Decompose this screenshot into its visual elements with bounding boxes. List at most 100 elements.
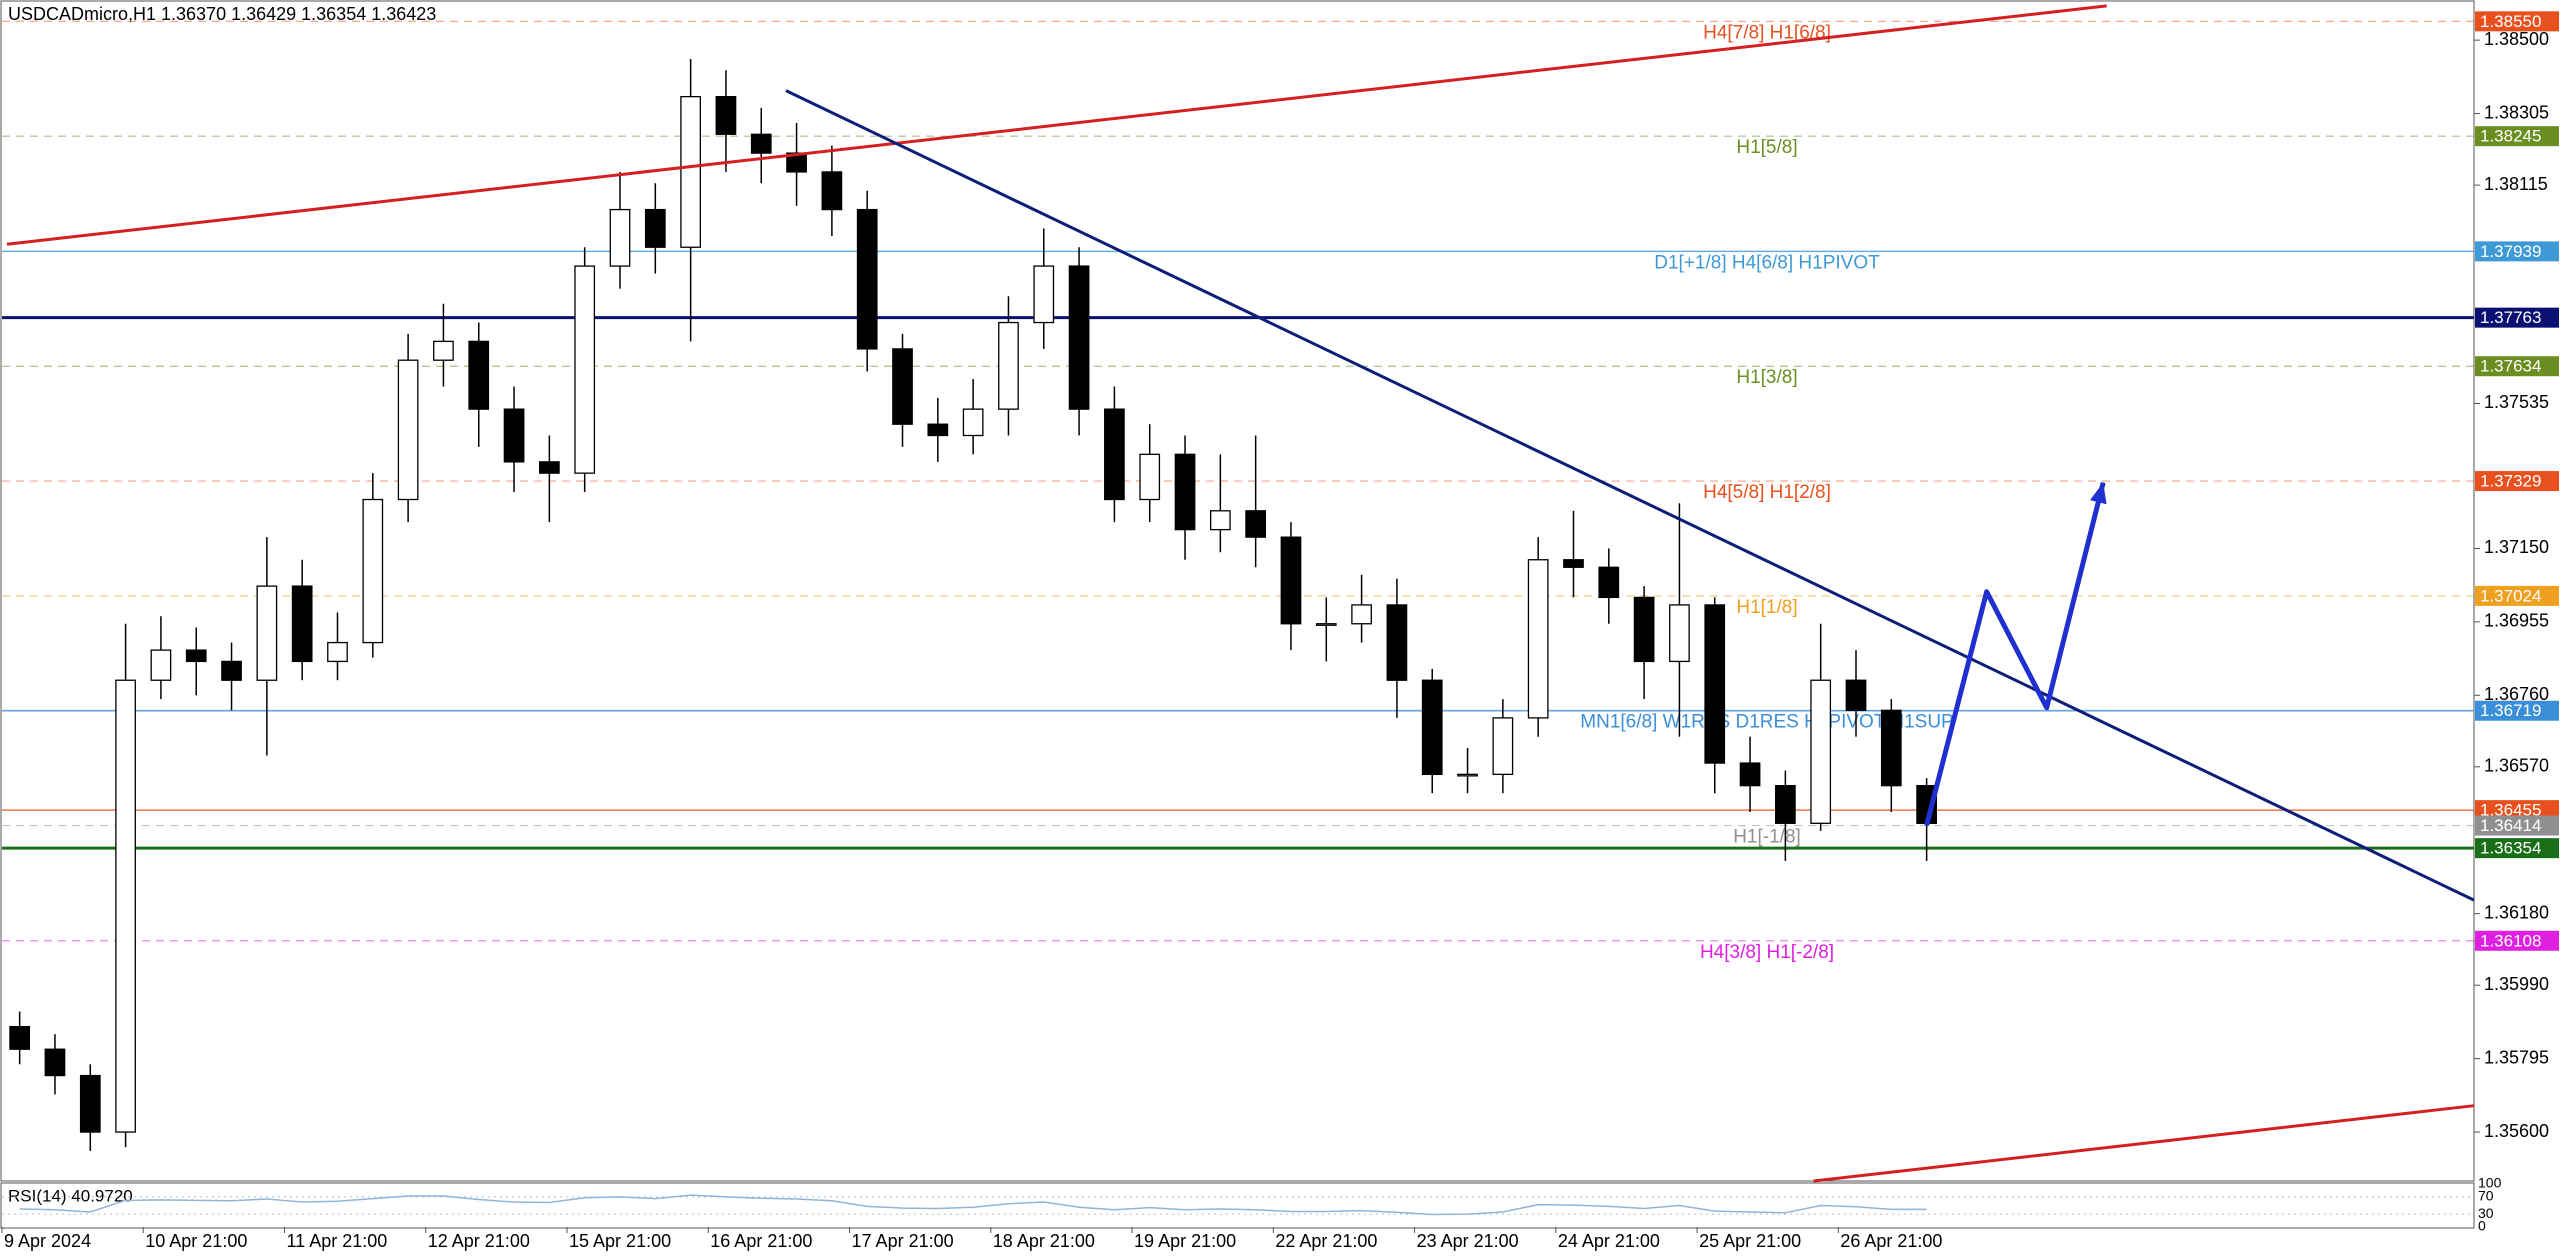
candle-body	[962, 408, 984, 437]
rsi-line	[19, 1194, 1927, 1216]
candle-body	[1880, 709, 1902, 787]
price-label: 1.36354	[2480, 839, 2541, 858]
candle-body	[680, 95, 701, 248]
candle-body	[1104, 408, 1125, 501]
x-tick-label: 15 Apr 21:00	[569, 1231, 671, 1251]
candle-body	[79, 1074, 101, 1133]
candle-body	[892, 348, 913, 425]
candle-body	[1457, 773, 1478, 777]
y-tick-label: 1.38500	[2484, 29, 2549, 49]
price-label: 1.36455	[2480, 801, 2541, 820]
price-label: 1.36414	[2480, 816, 2541, 835]
candle-body	[9, 1025, 31, 1050]
price-label: 1.37634	[2480, 357, 2541, 376]
candle-body	[927, 423, 949, 437]
price-label: 1.38550	[2480, 12, 2541, 31]
candle-body	[1351, 604, 1372, 625]
x-tick-label: 16 Apr 21:00	[710, 1231, 812, 1251]
x-tick-label: 10 Apr 21:00	[145, 1231, 247, 1251]
level-text: H4[7/8] H1[6/8]	[1703, 22, 1831, 43]
price-label: 1.37939	[2480, 242, 2541, 261]
y-tick-label: 1.35600	[2484, 1121, 2549, 1141]
level-text: H1[1/8]	[1736, 597, 1797, 618]
x-tick-label: 9 Apr 2024	[4, 1231, 91, 1251]
candle-body	[715, 95, 737, 135]
price-label-box	[2475, 700, 2559, 721]
candle-body	[1810, 679, 1832, 824]
x-tick-label: 26 Apr 21:00	[1840, 1231, 1942, 1251]
price-label-box	[2475, 126, 2559, 147]
chart-title: USDCADmicro,H1 1.36370 1.36429 1.36354 1…	[8, 4, 436, 24]
candle-body	[856, 208, 878, 350]
candle-body	[433, 340, 454, 361]
y-tick-label: 1.37150	[2484, 537, 2549, 557]
candle-body	[539, 461, 560, 474]
candle-body	[609, 208, 631, 267]
candle-body	[1527, 559, 1549, 719]
candle-body	[750, 133, 772, 154]
arrow-head	[2089, 482, 2107, 505]
y-tick-label: 1.37535	[2484, 392, 2549, 412]
candle-body	[1669, 604, 1690, 663]
x-tick-label: 24 Apr 21:00	[1558, 1231, 1660, 1251]
candle-body	[644, 208, 666, 248]
candle-body	[1033, 265, 1055, 324]
rsi-tick-label: 70	[2478, 1188, 2494, 1204]
price-label-box	[2475, 838, 2559, 859]
candle-body	[1633, 596, 1655, 663]
candle-body	[362, 498, 384, 644]
rsi-panel	[0, 1182, 2475, 1229]
y-tick-label: 1.36955	[2484, 611, 2549, 631]
rsi-label: RSI(14) 40.9720	[8, 1186, 133, 1205]
price-label: 1.37024	[2480, 586, 2541, 605]
price-label: 1.37763	[2480, 308, 2541, 327]
price-label: 1.36719	[2480, 701, 2541, 720]
candle-body	[221, 660, 242, 681]
level-text: H1[-1/8]	[1733, 827, 1801, 848]
price-label-box	[2475, 356, 2559, 377]
candle-body	[998, 321, 1019, 410]
price-label-box	[2475, 241, 2559, 262]
candle-body	[1704, 604, 1726, 764]
level-text: MN1[6/8] W1RES D1RES H4PIVOT H1SUP	[1580, 712, 1953, 733]
level-text: H1[3/8]	[1736, 367, 1797, 388]
y-tick-label: 1.38305	[2484, 102, 2549, 122]
y-tick-label: 1.36180	[2484, 902, 2549, 922]
price-label-box	[2475, 471, 2559, 492]
x-tick-label: 17 Apr 21:00	[852, 1231, 954, 1251]
price-label-box	[2475, 930, 2559, 951]
candle-body	[1209, 510, 1231, 531]
price-label: 1.38245	[2480, 127, 2541, 146]
x-tick-label: 22 Apr 21:00	[1275, 1231, 1377, 1251]
candle-body	[1775, 785, 1796, 824]
price-label: 1.36108	[2480, 931, 2541, 950]
level-text: H4[5/8] H1[2/8]	[1703, 482, 1831, 503]
price-label-box	[2475, 307, 2559, 328]
candle-body	[1845, 679, 1867, 712]
candle-body	[1068, 265, 1090, 410]
candle-body	[397, 359, 419, 501]
candle-body	[327, 641, 348, 663]
x-tick-label: 23 Apr 21:00	[1417, 1231, 1519, 1251]
candle-body	[1245, 510, 1267, 538]
candle-body	[574, 265, 596, 474]
y-tick-label: 1.35795	[2484, 1047, 2549, 1067]
x-tick-label: 18 Apr 21:00	[993, 1231, 1095, 1251]
x-tick-label: 19 Apr 21:00	[1134, 1231, 1236, 1251]
x-tick-label: 12 Apr 21:00	[428, 1231, 530, 1251]
price-label-box	[2475, 815, 2559, 836]
y-tick-label: 1.35990	[2484, 974, 2549, 994]
rsi-tick-label: 30	[2478, 1205, 2494, 1221]
candle-body	[185, 649, 207, 663]
rsi-tick-label: 0	[2478, 1218, 2486, 1234]
candle-body	[1739, 762, 1761, 787]
y-tick-label: 1.36570	[2484, 756, 2549, 776]
y-tick-label: 1.36760	[2484, 684, 2549, 704]
candle-body	[291, 585, 313, 663]
trendline	[1813, 1104, 2475, 1183]
rsi-tick-label: 100	[2478, 1175, 2502, 1191]
candle-body	[1598, 566, 1620, 599]
price-label-box	[2475, 11, 2559, 32]
price-label-box	[2475, 585, 2559, 606]
